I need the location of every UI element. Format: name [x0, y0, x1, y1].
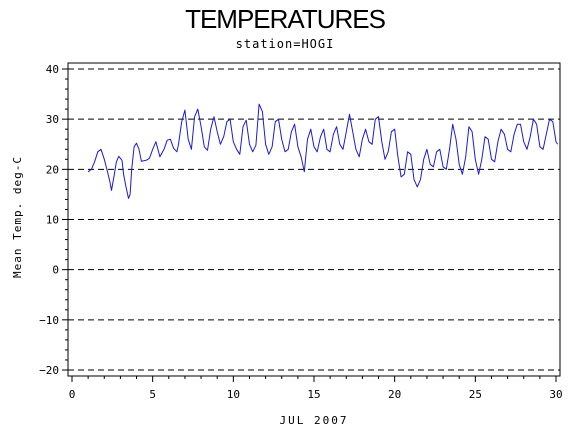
y-tick-label: 40	[46, 63, 59, 76]
y-axis-label: Mean Temp. deg-C	[11, 156, 24, 278]
y-tick-label: 30	[46, 113, 59, 126]
y-tick-label: 0	[52, 264, 59, 277]
x-tick-label: 10	[227, 388, 240, 401]
x-tick-label: 15	[307, 388, 320, 401]
x-tick-label: 30	[549, 388, 562, 401]
x-tick-label: 25	[469, 388, 482, 401]
x-axis: 0 5 10 15 20 25 30	[69, 376, 563, 401]
series-line-1	[87, 103, 559, 199]
chart-subtitle: station=HOGI	[235, 37, 335, 51]
chart-title: TEMPERATURES	[185, 4, 386, 34]
x-axis-label: JUL 2007	[280, 414, 349, 427]
gridlines	[68, 68, 560, 371]
x-tick-label: 20	[388, 388, 401, 401]
y-tick-label: −20	[39, 364, 59, 377]
y-tick-label: 20	[46, 163, 59, 176]
y-tick-label: −10	[39, 314, 59, 327]
y-tick-label: 10	[46, 214, 59, 227]
x-tick-label: 5	[149, 388, 156, 401]
series-layer	[87, 103, 559, 199]
y-axis: −20 −10 0 10 20 30 40	[39, 63, 68, 377]
x-tick-label: 0	[69, 388, 76, 401]
